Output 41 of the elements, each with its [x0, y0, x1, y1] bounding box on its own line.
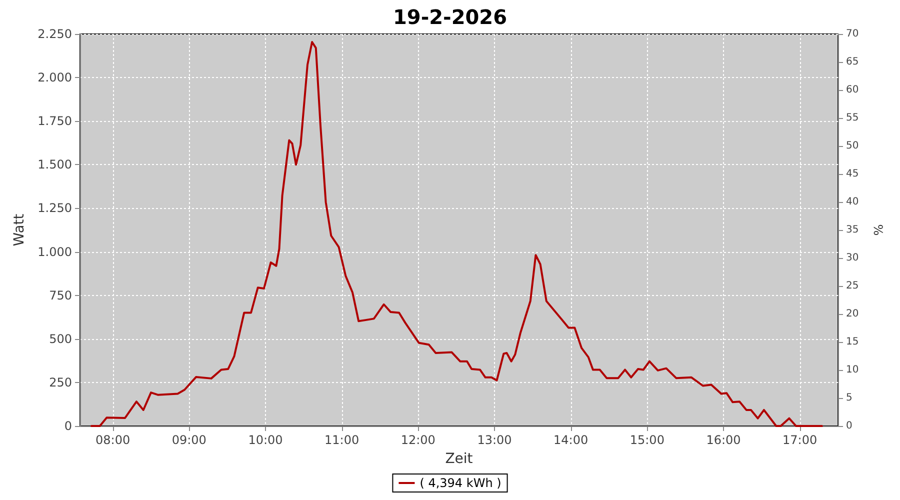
chart-title: 19-2-2026	[392, 5, 508, 29]
y-tick-label: 1.250	[38, 201, 72, 216]
y2-tick-label: 65	[846, 56, 859, 68]
y2-tick-label: 0	[846, 420, 852, 432]
x-tick-label: 11:00	[324, 433, 360, 447]
y-tick-label: 2.000	[38, 70, 72, 85]
y2-tick-label: 50	[846, 140, 859, 152]
y2-tick-label: 40	[846, 196, 859, 208]
x-tick-label: 08:00	[96, 433, 130, 447]
y2-tick-label: 35	[846, 224, 859, 236]
x-tick-label: 17:00	[782, 433, 818, 447]
y2-tick-label: 15	[846, 336, 859, 348]
y-tick-label: 0	[64, 419, 72, 433]
x-tick-label: 12:00	[400, 433, 436, 447]
y2-tick-label: 5	[846, 392, 852, 404]
y2-tick-label: 70	[846, 28, 859, 40]
x-tick-label: 10:00	[248, 433, 283, 447]
legend-label: ( 4,394 kWh )	[420, 476, 502, 490]
y-tick-label: 1.750	[38, 114, 72, 128]
y-tick-label: 750	[49, 288, 72, 302]
x-tick-label: 13:00	[477, 433, 512, 447]
x-tick-label: 09:00	[172, 433, 206, 447]
y2-tick-label: 45	[846, 168, 859, 180]
y-tick-label: 250	[49, 375, 72, 390]
line-series	[90, 41, 823, 427]
y2-tick-label: 60	[846, 84, 859, 96]
y2-tick-label: 10	[846, 364, 859, 376]
y-tick-label: 2.250	[38, 27, 72, 41]
x-tick-label: 15:00	[630, 433, 664, 447]
x-tick-label: 16:00	[706, 433, 741, 447]
y2-tick-label: 30	[846, 252, 859, 264]
x-axis-title: Zeit	[445, 451, 474, 467]
y-tick-label: 1.000	[38, 244, 72, 259]
y-axis-title: Watt	[12, 213, 28, 246]
y-tick-label: 500	[49, 332, 72, 346]
y2-axis-title: %	[871, 224, 885, 236]
y-tick-label: 1.500	[38, 158, 72, 172]
y2-tick-label: 55	[846, 112, 859, 124]
x-tick-label: 14:00	[554, 433, 588, 447]
y2-tick-label: 20	[846, 308, 859, 320]
y2-tick-label: 25	[846, 280, 859, 292]
